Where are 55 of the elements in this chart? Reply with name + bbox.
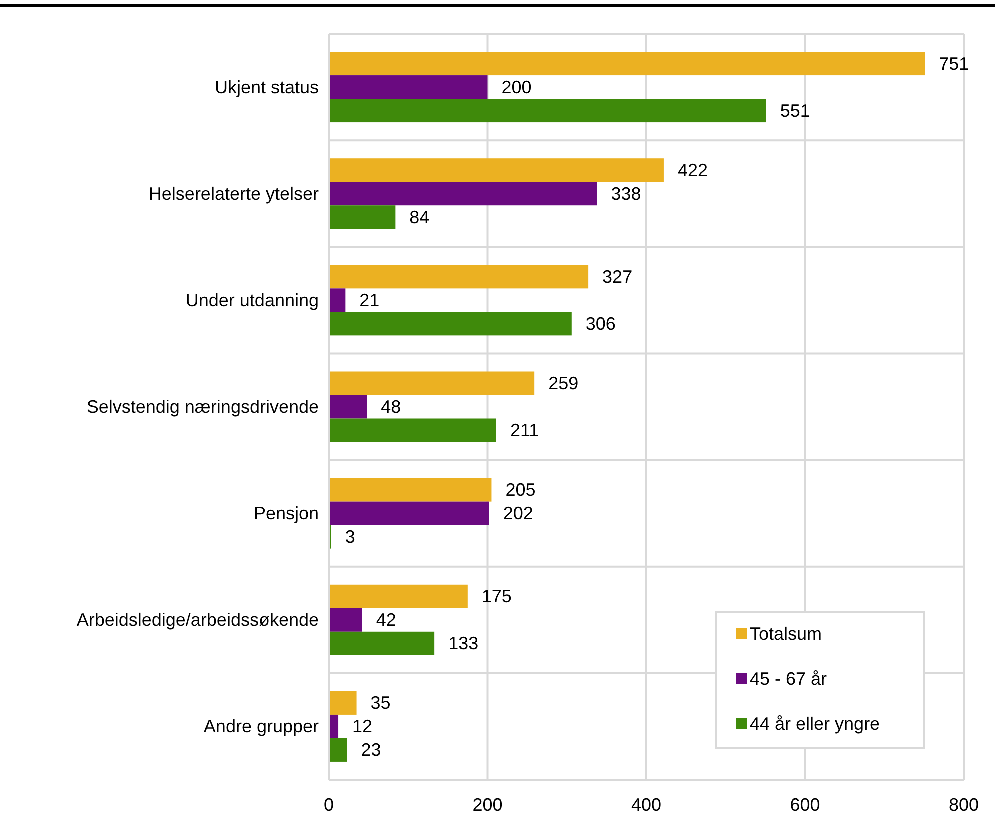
bar — [329, 158, 664, 182]
data-label: 23 — [361, 740, 382, 760]
bar — [329, 76, 488, 100]
bar — [329, 312, 572, 336]
x-tick-label: 600 — [790, 795, 820, 815]
bar — [329, 395, 368, 419]
data-label: 3 — [345, 527, 356, 548]
data-label: 48 — [381, 397, 402, 417]
bar — [329, 608, 362, 632]
legend-label: Totalsum — [750, 624, 822, 644]
data-label: 551 — [780, 100, 810, 121]
y-tick-label: Pensjon — [254, 504, 319, 524]
bar — [329, 52, 926, 76]
data-label: 422 — [678, 160, 708, 180]
data-label: 200 — [502, 77, 532, 98]
bar — [329, 632, 435, 656]
data-label: 211 — [510, 420, 540, 440]
x-tick-label: 800 — [948, 795, 980, 815]
y-tick-label: Under utdanning — [186, 290, 319, 310]
bar — [329, 182, 598, 206]
data-label: 327 — [602, 266, 633, 287]
bar — [329, 372, 535, 396]
bar — [329, 738, 348, 762]
legend-label: 44 år eller yngre — [750, 714, 880, 734]
y-tick-label: Andre grupper — [204, 716, 320, 737]
data-label: 751 — [939, 54, 970, 74]
bar — [329, 584, 468, 608]
bar — [329, 99, 766, 123]
data-label: 12 — [352, 716, 373, 737]
bar — [329, 502, 490, 526]
legend-label: 45 - 67 år — [750, 669, 828, 689]
y-tick-label: Arbeidsledige/arbeidssøkende — [76, 610, 319, 630]
data-label: 35 — [370, 693, 391, 714]
data-label: 205 — [506, 480, 536, 500]
y-tick-label: Ukjent status — [214, 77, 319, 98]
bar — [329, 478, 492, 502]
data-label: 306 — [586, 314, 616, 334]
bar — [329, 288, 346, 312]
data-label: 133 — [448, 634, 479, 654]
data-label: 21 — [360, 290, 380, 310]
bar — [329, 206, 396, 230]
bar — [329, 691, 357, 715]
x-tick-label: 200 — [472, 795, 503, 815]
data-label: 84 — [410, 207, 430, 228]
data-label: 42 — [376, 610, 396, 630]
data-label: 338 — [611, 184, 642, 204]
bar — [329, 418, 496, 442]
data-label: 202 — [503, 504, 534, 524]
bar — [329, 265, 589, 289]
x-tick-label: 0 — [324, 795, 334, 815]
y-tick-label: Helserelaterte ytelser — [148, 184, 319, 204]
data-label: 175 — [482, 586, 512, 607]
x-tick-label: 400 — [631, 795, 662, 815]
y-tick-label: Selvstendig næringsdrivende — [86, 397, 319, 417]
data-label: 259 — [548, 374, 579, 394]
